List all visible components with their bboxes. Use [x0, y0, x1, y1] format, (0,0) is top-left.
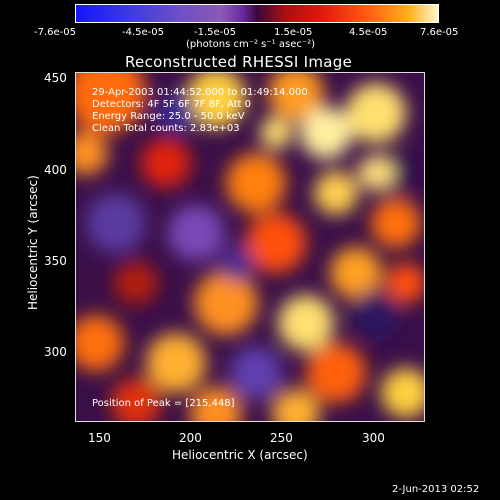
intensity-blob [141, 138, 191, 188]
peak-position-label: Position of Peak = [215,448] [92, 398, 235, 409]
intensity-blob [218, 245, 254, 281]
intensity-blob [190, 387, 242, 421]
intensity-blob [386, 263, 424, 303]
y-axis-label: Heliocentric Y (arcsec) [26, 175, 40, 310]
intensity-blob [268, 73, 324, 121]
y-tick-label: 450 [44, 71, 67, 85]
intensity-blob [246, 213, 306, 273]
intensity-blob [76, 315, 124, 371]
intensity-blob [346, 83, 406, 143]
y-tick-label: 400 [44, 163, 67, 177]
intensity-blob [371, 198, 421, 248]
intensity-blob [76, 73, 146, 133]
colorbar-tick: 1.5e-05 [274, 27, 313, 38]
colorbar-tick: 4.5e-05 [349, 27, 388, 38]
intensity-blob [168, 205, 224, 261]
colorbar-tick: -1.5e-05 [194, 27, 236, 38]
y-tick-label: 300 [44, 345, 67, 359]
intensity-blob [352, 289, 400, 337]
energy-range-label: Energy Range: 25.0 - 50.0 keV [92, 111, 245, 122]
colorbar [75, 4, 439, 23]
intensity-blob [381, 368, 424, 418]
intensity-blob [230, 347, 282, 399]
colorbar-tick: -7.6e-05 [34, 27, 76, 38]
image-title: Reconstructed RHESSI Image [125, 53, 353, 71]
image-frame [75, 72, 425, 422]
x-tick-label: 150 [88, 431, 111, 445]
x-axis-label: Heliocentric X (arcsec) [172, 448, 308, 462]
intensity-blob [260, 117, 292, 149]
x-tick-label: 250 [270, 431, 293, 445]
intensity-blob [330, 247, 382, 299]
colorbar-tick: 7.6e-05 [420, 27, 459, 38]
intensity-blob [358, 155, 394, 191]
intensity-blob [278, 295, 334, 351]
intensity-blob [194, 271, 258, 335]
clean-counts-label: Clean Total counts: 2.83e+03 [92, 123, 240, 134]
intensity-blob [146, 333, 206, 393]
x-tick-label: 200 [179, 431, 202, 445]
intensity-blob [186, 73, 246, 128]
intensity-blob [156, 93, 196, 133]
intensity-blob [226, 153, 286, 213]
x-tick-label: 300 [362, 431, 385, 445]
intensity-blob [111, 378, 161, 421]
y-tick-label: 350 [44, 254, 67, 268]
intensity-blob [76, 131, 108, 175]
colorbar-units: (photons cm⁻² s⁻¹ asec⁻²) [186, 39, 316, 50]
plot-datestamp: 2-Jun-2013 02:52 [392, 484, 480, 495]
intensity-blob [86, 193, 146, 253]
intensity-blob [300, 107, 352, 159]
detectors-label: Detectors: 4F 5F 6F 7F 8F, Att 0 [92, 99, 252, 110]
rhessi-map [76, 73, 424, 421]
colorbar-tick: -4.5e-05 [122, 27, 164, 38]
time-range-label: 29-Apr-2003 01:44:52.000 to 01:49:14.000 [92, 87, 308, 98]
intensity-blob [314, 171, 358, 215]
intensity-blob [114, 261, 158, 305]
intensity-blob [272, 389, 320, 421]
intensity-blob [306, 343, 366, 403]
